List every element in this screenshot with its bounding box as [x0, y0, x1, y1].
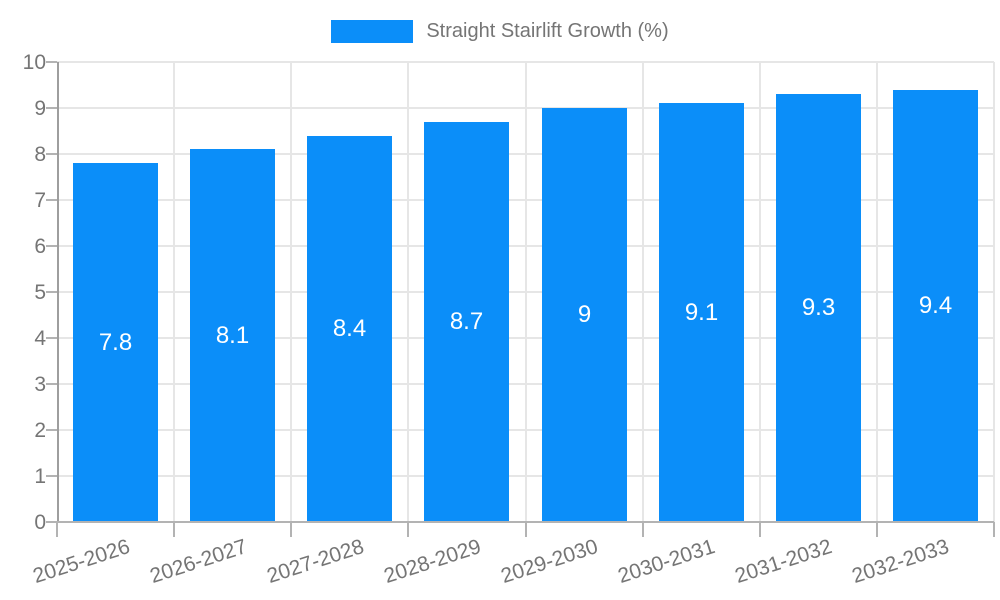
y-tick: [46, 383, 57, 385]
plot-area: 7.8 8.1 8.4 8.7 9 9.1 9.3 9.4: [57, 61, 995, 523]
bar-value-label: 8.1: [215, 322, 250, 349]
bar-value-label: 7.8: [98, 329, 133, 356]
y-tick-label: 0: [34, 511, 46, 534]
y-tick-label: 9: [34, 97, 46, 120]
bar-value-label: 8.7: [449, 308, 484, 335]
x-tick: [642, 522, 644, 537]
bar-value-label: 9: [577, 301, 592, 328]
y-tick-label: 8: [34, 143, 46, 166]
x-tick: [290, 522, 292, 537]
legend-swatch: [331, 20, 414, 43]
bar-value-label: 9.4: [918, 292, 953, 319]
x-tick: [993, 522, 995, 537]
x-tick: [759, 522, 761, 537]
y-tick: [46, 337, 57, 339]
x-tick: [876, 522, 878, 537]
gridline-v: [993, 62, 995, 522]
bar[interactable]: 8.7: [424, 122, 509, 522]
y-tick: [46, 153, 57, 155]
y-tick-label: 5: [34, 281, 46, 304]
x-tick: [173, 522, 175, 537]
gridline-v: [290, 62, 292, 522]
gridline-v: [173, 62, 175, 522]
y-tick: [46, 61, 57, 63]
x-tick: [56, 522, 58, 537]
bar[interactable]: 7.8: [73, 163, 158, 522]
legend: Straight Stairlift Growth (%): [0, 20, 1000, 43]
y-tick: [46, 245, 57, 247]
y-tick: [46, 429, 57, 431]
gridline-v: [525, 62, 527, 522]
x-tick: [525, 522, 527, 537]
bar[interactable]: 8.4: [307, 136, 392, 522]
y-tick-label: 2: [34, 419, 46, 442]
bar[interactable]: 9: [542, 108, 627, 522]
gridline-v: [759, 62, 761, 522]
bar-value-label: 8.4: [332, 315, 367, 342]
y-tick: [46, 107, 57, 109]
bar[interactable]: 9.1: [659, 103, 744, 522]
y-tick-label: 6: [34, 235, 46, 258]
y-tick-label: 4: [34, 327, 46, 350]
bar[interactable]: 8.1: [190, 149, 275, 522]
y-tick: [46, 291, 57, 293]
y-tick: [46, 199, 57, 201]
x-tick: [407, 522, 409, 537]
y-tick-label: 1: [34, 465, 46, 488]
bar-value-label: 9.1: [684, 299, 719, 326]
y-tick-label: 10: [22, 51, 46, 74]
legend-label: Straight Stairlift Growth (%): [426, 20, 669, 42]
bar[interactable]: 9.3: [776, 94, 861, 522]
y-tick-label: 3: [34, 373, 46, 396]
y-axis-line: [57, 62, 59, 522]
y-tick: [46, 475, 57, 477]
bar-value-label: 9.3: [801, 294, 836, 321]
gridline-v: [642, 62, 644, 522]
bar[interactable]: 9.4: [893, 90, 978, 522]
gridline-v: [876, 62, 878, 522]
y-tick: [46, 521, 57, 523]
y-tick-label: 7: [34, 189, 46, 212]
gridline-v: [407, 62, 409, 522]
